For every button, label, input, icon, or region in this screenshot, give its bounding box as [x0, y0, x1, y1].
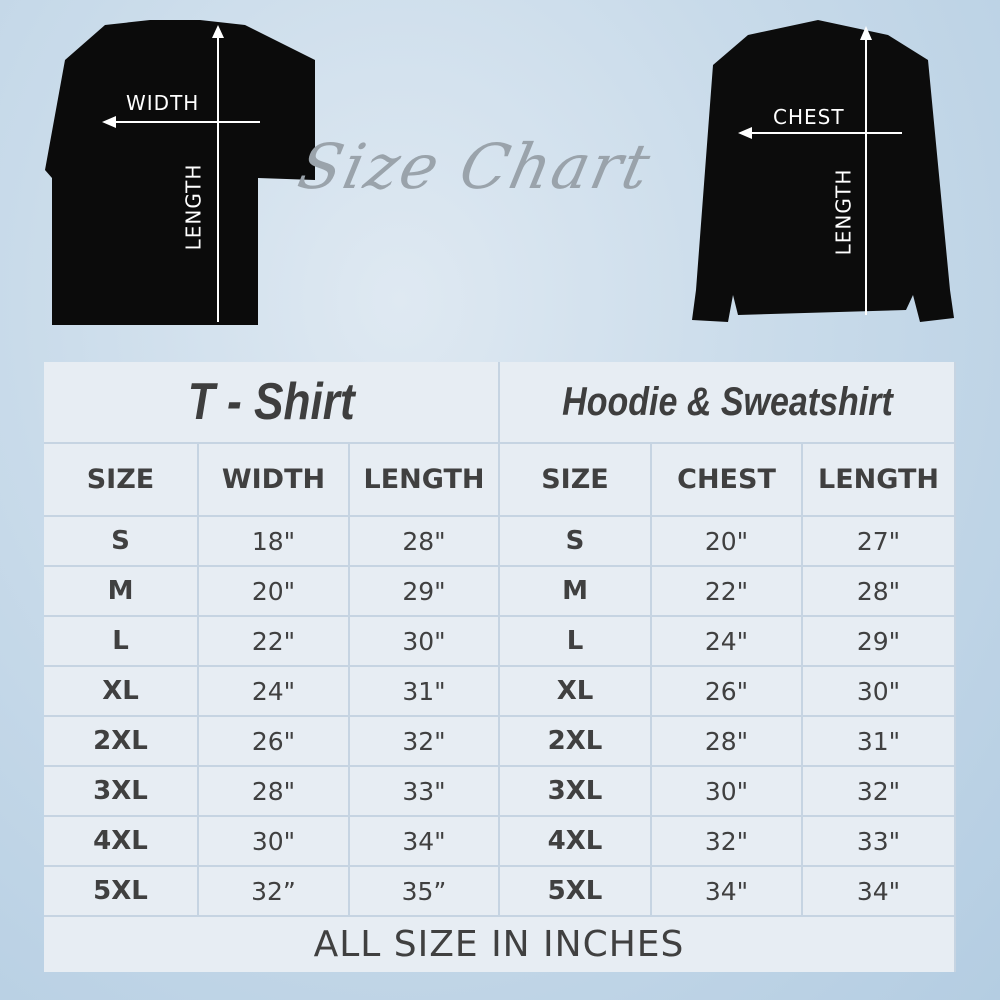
measurement-cell: 34": [350, 817, 498, 865]
tshirt-title: T - Shirt: [44, 362, 498, 442]
measurement-cell: 26": [199, 717, 348, 765]
size-cell: 4XL: [500, 817, 650, 865]
header-size: SIZE: [44, 444, 197, 515]
size-cell: XL: [44, 667, 197, 715]
size-chart-title: Size Chart: [292, 130, 659, 203]
size-cell: 5XL: [500, 867, 650, 915]
measurement-cell: 22": [652, 567, 801, 615]
size-cell: 5XL: [44, 867, 197, 915]
measurement-cell: 28": [803, 567, 954, 615]
measurement-cell: 28": [350, 517, 498, 565]
size-cell: 4XL: [44, 817, 197, 865]
size-cell: L: [500, 617, 650, 665]
size-cell: S: [500, 517, 650, 565]
size-table: T - Shirt Hoodie & Sweatshirt SIZE WIDTH…: [44, 362, 956, 972]
measurement-cell: 30": [652, 767, 801, 815]
header-size: SIZE: [500, 444, 650, 515]
size-cell: M: [44, 567, 197, 615]
measurement-cell: 30": [350, 617, 498, 665]
header-length: LENGTH: [803, 444, 954, 515]
tshirt-width-label: WIDTH: [126, 91, 200, 115]
header-length: LENGTH: [350, 444, 498, 515]
measurement-cell: 34": [803, 867, 954, 915]
size-cell: XL: [500, 667, 650, 715]
measurement-cell: 29": [350, 567, 498, 615]
measurement-cell: 22": [199, 617, 348, 665]
measurement-cell: 33": [803, 817, 954, 865]
measurement-cell: 29": [803, 617, 954, 665]
header-width: WIDTH: [199, 444, 348, 515]
tshirt-image: [45, 20, 315, 325]
measurement-cell: 31": [803, 717, 954, 765]
sweatshirt-image: [692, 20, 954, 322]
measurement-cell: 27": [803, 517, 954, 565]
measurement-cell: 32”: [199, 867, 348, 915]
measurement-cell: 30": [199, 817, 348, 865]
hoodie-chest-label: CHEST: [773, 105, 845, 129]
size-cell: 3XL: [44, 767, 197, 815]
measurement-cell: 20": [199, 567, 348, 615]
size-cell: 2XL: [44, 717, 197, 765]
measurement-cell: 24": [199, 667, 348, 715]
measurement-cell: 24": [652, 617, 801, 665]
measurement-cell: 32": [350, 717, 498, 765]
hoodie-title: Hoodie & Sweatshirt: [500, 362, 954, 442]
measurement-cell: 32": [803, 767, 954, 815]
size-cell: M: [500, 567, 650, 615]
measurement-cell: 32": [652, 817, 801, 865]
measurement-cell: 18": [199, 517, 348, 565]
size-cell: 3XL: [500, 767, 650, 815]
measurement-cell: 26": [652, 667, 801, 715]
measurement-cell: 28": [652, 717, 801, 765]
size-cell: 2XL: [500, 717, 650, 765]
measurement-cell: 31": [350, 667, 498, 715]
size-cell: L: [44, 617, 197, 665]
measurement-cell: 33": [350, 767, 498, 815]
tshirt-length-label: LENGTH: [181, 163, 206, 251]
measurement-cell: 28": [199, 767, 348, 815]
footer-note: ALL SIZE IN INCHES: [44, 917, 954, 972]
measurement-cell: 35”: [350, 867, 498, 915]
measurement-cell: 30": [803, 667, 954, 715]
measurement-cell: 20": [652, 517, 801, 565]
hoodie-length-label: LENGTH: [831, 168, 856, 256]
header-chest: CHEST: [652, 444, 801, 515]
size-cell: S: [44, 517, 197, 565]
measurement-cell: 34": [652, 867, 801, 915]
